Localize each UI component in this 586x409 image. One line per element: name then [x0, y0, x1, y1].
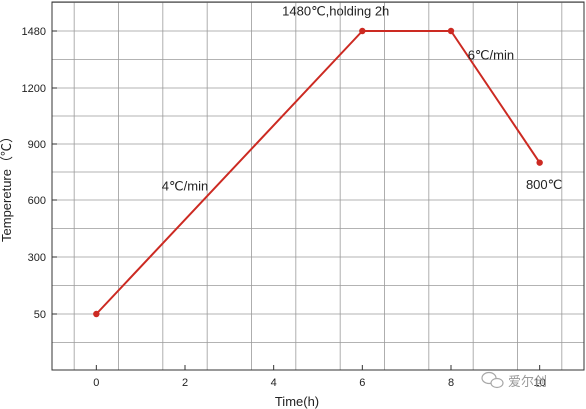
- y-tick-label: 300: [28, 252, 46, 264]
- y-tick-label: 900: [28, 139, 46, 151]
- y-tick-label: 50: [34, 309, 46, 321]
- y-axis-label: Tempereture（℃）: [0, 130, 14, 242]
- data-point: [536, 159, 543, 166]
- data-point: [93, 310, 100, 318]
- ticks: 0 2 4 6 8 10 50 300 600 900 1200 1480: [22, 26, 546, 389]
- plot-background: [52, 2, 584, 370]
- x-tick-label: 0: [93, 377, 99, 389]
- watermark-text: 爱尔创: [508, 375, 547, 390]
- y-tick-label: 1480: [22, 26, 46, 38]
- annotation-label: 4℃/min: [162, 179, 208, 194]
- y-tick-label: 1200: [22, 83, 46, 95]
- grid: [52, 2, 584, 370]
- x-tick-label: 8: [448, 377, 454, 389]
- annotation-label: 1480℃,holding 2h: [282, 4, 389, 19]
- series: [93, 27, 543, 318]
- annotation-label: 800℃: [526, 177, 562, 192]
- series-line: [95, 30, 541, 315]
- y-tick-label: 600: [28, 195, 46, 207]
- data-point: [447, 27, 455, 35]
- x-tick-label: 6: [359, 377, 365, 389]
- x-tick-label: 10: [534, 377, 546, 389]
- x-axis-label: Time(h): [275, 394, 319, 409]
- data-point: [359, 27, 366, 35]
- x-tick-label: 4: [271, 377, 277, 389]
- watermark: 爱尔创: [481, 371, 547, 390]
- wechat-icon: [481, 371, 504, 389]
- annotation-label: 6℃/min: [468, 48, 514, 63]
- x-tick-label: 2: [182, 377, 188, 389]
- plot-frame: [51, 1, 585, 371]
- annotations: 4℃/min 1480℃,holding 2h 6℃/min 800℃: [162, 4, 562, 194]
